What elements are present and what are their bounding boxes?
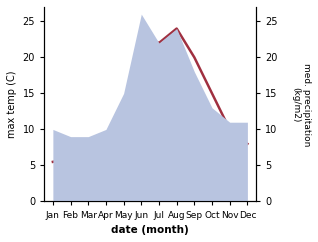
- Y-axis label: max temp (C): max temp (C): [7, 70, 17, 138]
- X-axis label: date (month): date (month): [111, 225, 189, 235]
- Y-axis label: med. precipitation
(kg/m2): med. precipitation (kg/m2): [292, 62, 311, 146]
